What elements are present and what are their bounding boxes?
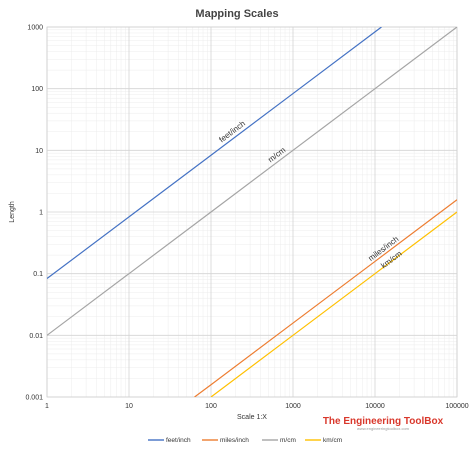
series-line-km-cm: [210, 211, 457, 397]
series-lines: [47, 27, 457, 397]
y-axis-title: Length: [9, 201, 16, 223]
y-tick-label: 1000: [27, 25, 43, 32]
y-tick-label: 1: [39, 210, 43, 217]
y-tick-label: 100: [31, 86, 43, 93]
legend-label: miles/inch: [220, 437, 249, 444]
series-line-miles-inch: [194, 199, 457, 397]
series-label-m-cm: m/cm: [266, 145, 287, 164]
watermark: The Engineering ToolBox www.engineeringt…: [323, 416, 444, 431]
legend-label: feet/inch: [166, 437, 191, 444]
legend-label: km/cm: [323, 437, 342, 444]
x-tick-label: 1000: [285, 403, 301, 410]
y-tick-label: 0.1: [33, 271, 43, 278]
legend: feet/inch miles/inch m/cm km/cm: [148, 437, 342, 444]
y-tick-label: 0.001: [25, 395, 43, 402]
x-tick-label: 10: [125, 403, 133, 410]
y-tick-label: 0.01: [29, 333, 43, 340]
series-line-feet-inch: [47, 27, 382, 280]
x-tick-label: 1: [45, 403, 49, 410]
legend-label: m/cm: [280, 437, 296, 444]
x-tick-label: 100000: [445, 403, 468, 410]
y-tick-labels: 0.001 0.01 0.1 1 10 100 1000: [25, 25, 43, 402]
y-tick-label: 10: [35, 148, 43, 155]
watermark-url: www.engineeringtoolbox.com: [357, 426, 410, 431]
x-tick-labels: 1 10 100 1000 10000 100000: [45, 403, 469, 410]
series-line-m-cm: [47, 27, 457, 336]
x-axis-title: Scale 1:X: [237, 414, 267, 421]
x-tick-label: 10000: [365, 403, 385, 410]
chart-title: Mapping Scales: [195, 8, 278, 20]
watermark-brand: The Engineering ToolBox: [323, 416, 444, 427]
x-tick-label: 100: [205, 403, 217, 410]
